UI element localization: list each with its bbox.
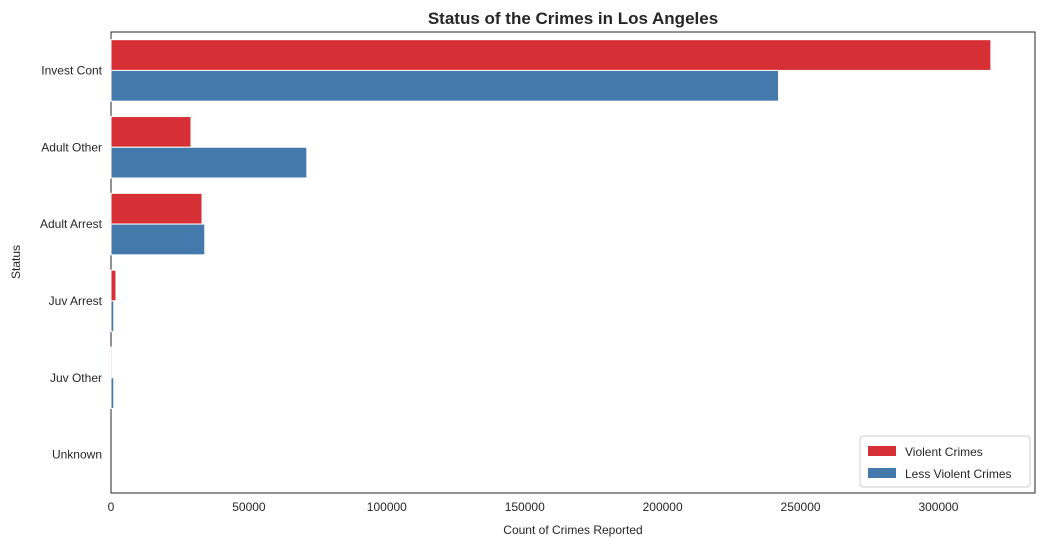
legend: Violent Crimes Less Violent Crimes — [859, 435, 1031, 488]
bars-group — [110, 39, 992, 409]
legend-label: Less Violent Crimes — [905, 467, 1012, 481]
x-tick-label: 150000 — [505, 500, 545, 514]
bar-invest-cont-violent-crimes — [110, 39, 992, 71]
chart-title: Status of the Crimes in Los Angeles — [428, 9, 718, 28]
legend-swatch — [868, 468, 896, 478]
x-tick-labels: 0 50000 100000 150000 200000 250000 300000 — [108, 500, 959, 514]
y-tick-label: Invest Cont — [41, 63, 102, 77]
y-tick-labels: Invest Cont Adult Other Adult Arrest Juv Ar… — [40, 63, 103, 461]
x-axis-label: Count of Crimes Reported — [503, 523, 642, 537]
legend-swatch — [868, 446, 896, 456]
bar-juv-arrest-violent-crimes — [110, 269, 117, 302]
legend-label: Violent Crimes — [905, 445, 983, 459]
bar-juv-arrest-less-violent-crimes — [110, 300, 115, 333]
bar-invest-cont-less-violent-crimes — [110, 69, 779, 102]
x-tick-label: 250000 — [781, 500, 821, 514]
x-tick-label: 50000 — [232, 500, 266, 514]
x-tick-label: 100000 — [367, 500, 407, 514]
legend-box — [859, 435, 1031, 488]
bar-adult-other-violent-crimes — [110, 116, 192, 148]
y-tick-label: Unknown — [52, 448, 102, 462]
bar-adult-arrest-less-violent-crimes — [110, 223, 206, 256]
x-tick-label: 300000 — [918, 500, 958, 514]
bar-juv-other-less-violent-crimes — [110, 377, 115, 409]
x-tick-label: 0 — [108, 500, 115, 514]
bar-juv-other-violent-crimes — [110, 346, 113, 379]
y-tick-label: Juv Other — [50, 371, 102, 385]
y-tick-label: Juv Arrest — [49, 294, 103, 308]
x-tick-label: 200000 — [643, 500, 683, 514]
y-axis-label: Status — [9, 245, 23, 279]
y-tick-label: Adult Other — [41, 140, 102, 154]
plot-area — [110, 31, 1036, 494]
y-tick-label: Adult Arrest — [40, 217, 103, 231]
bar-adult-other-less-violent-crimes — [110, 146, 308, 179]
bar-adult-arrest-violent-crimes — [110, 192, 203, 225]
